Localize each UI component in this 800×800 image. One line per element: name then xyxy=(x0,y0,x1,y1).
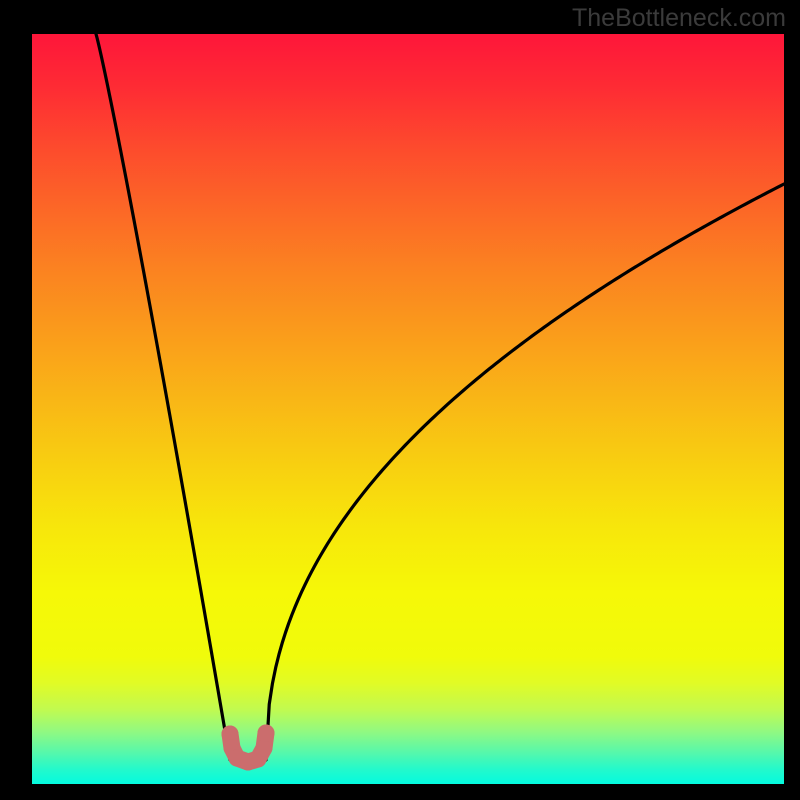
vertex-marker-dot xyxy=(258,725,275,742)
plot-area xyxy=(32,34,784,784)
gradient-plot xyxy=(32,34,784,784)
gradient-background xyxy=(32,34,784,784)
chart-canvas: TheBottleneck.com xyxy=(0,0,800,800)
vertex-marker-dot xyxy=(256,740,273,757)
watermark-text: TheBottleneck.com xyxy=(572,4,786,33)
